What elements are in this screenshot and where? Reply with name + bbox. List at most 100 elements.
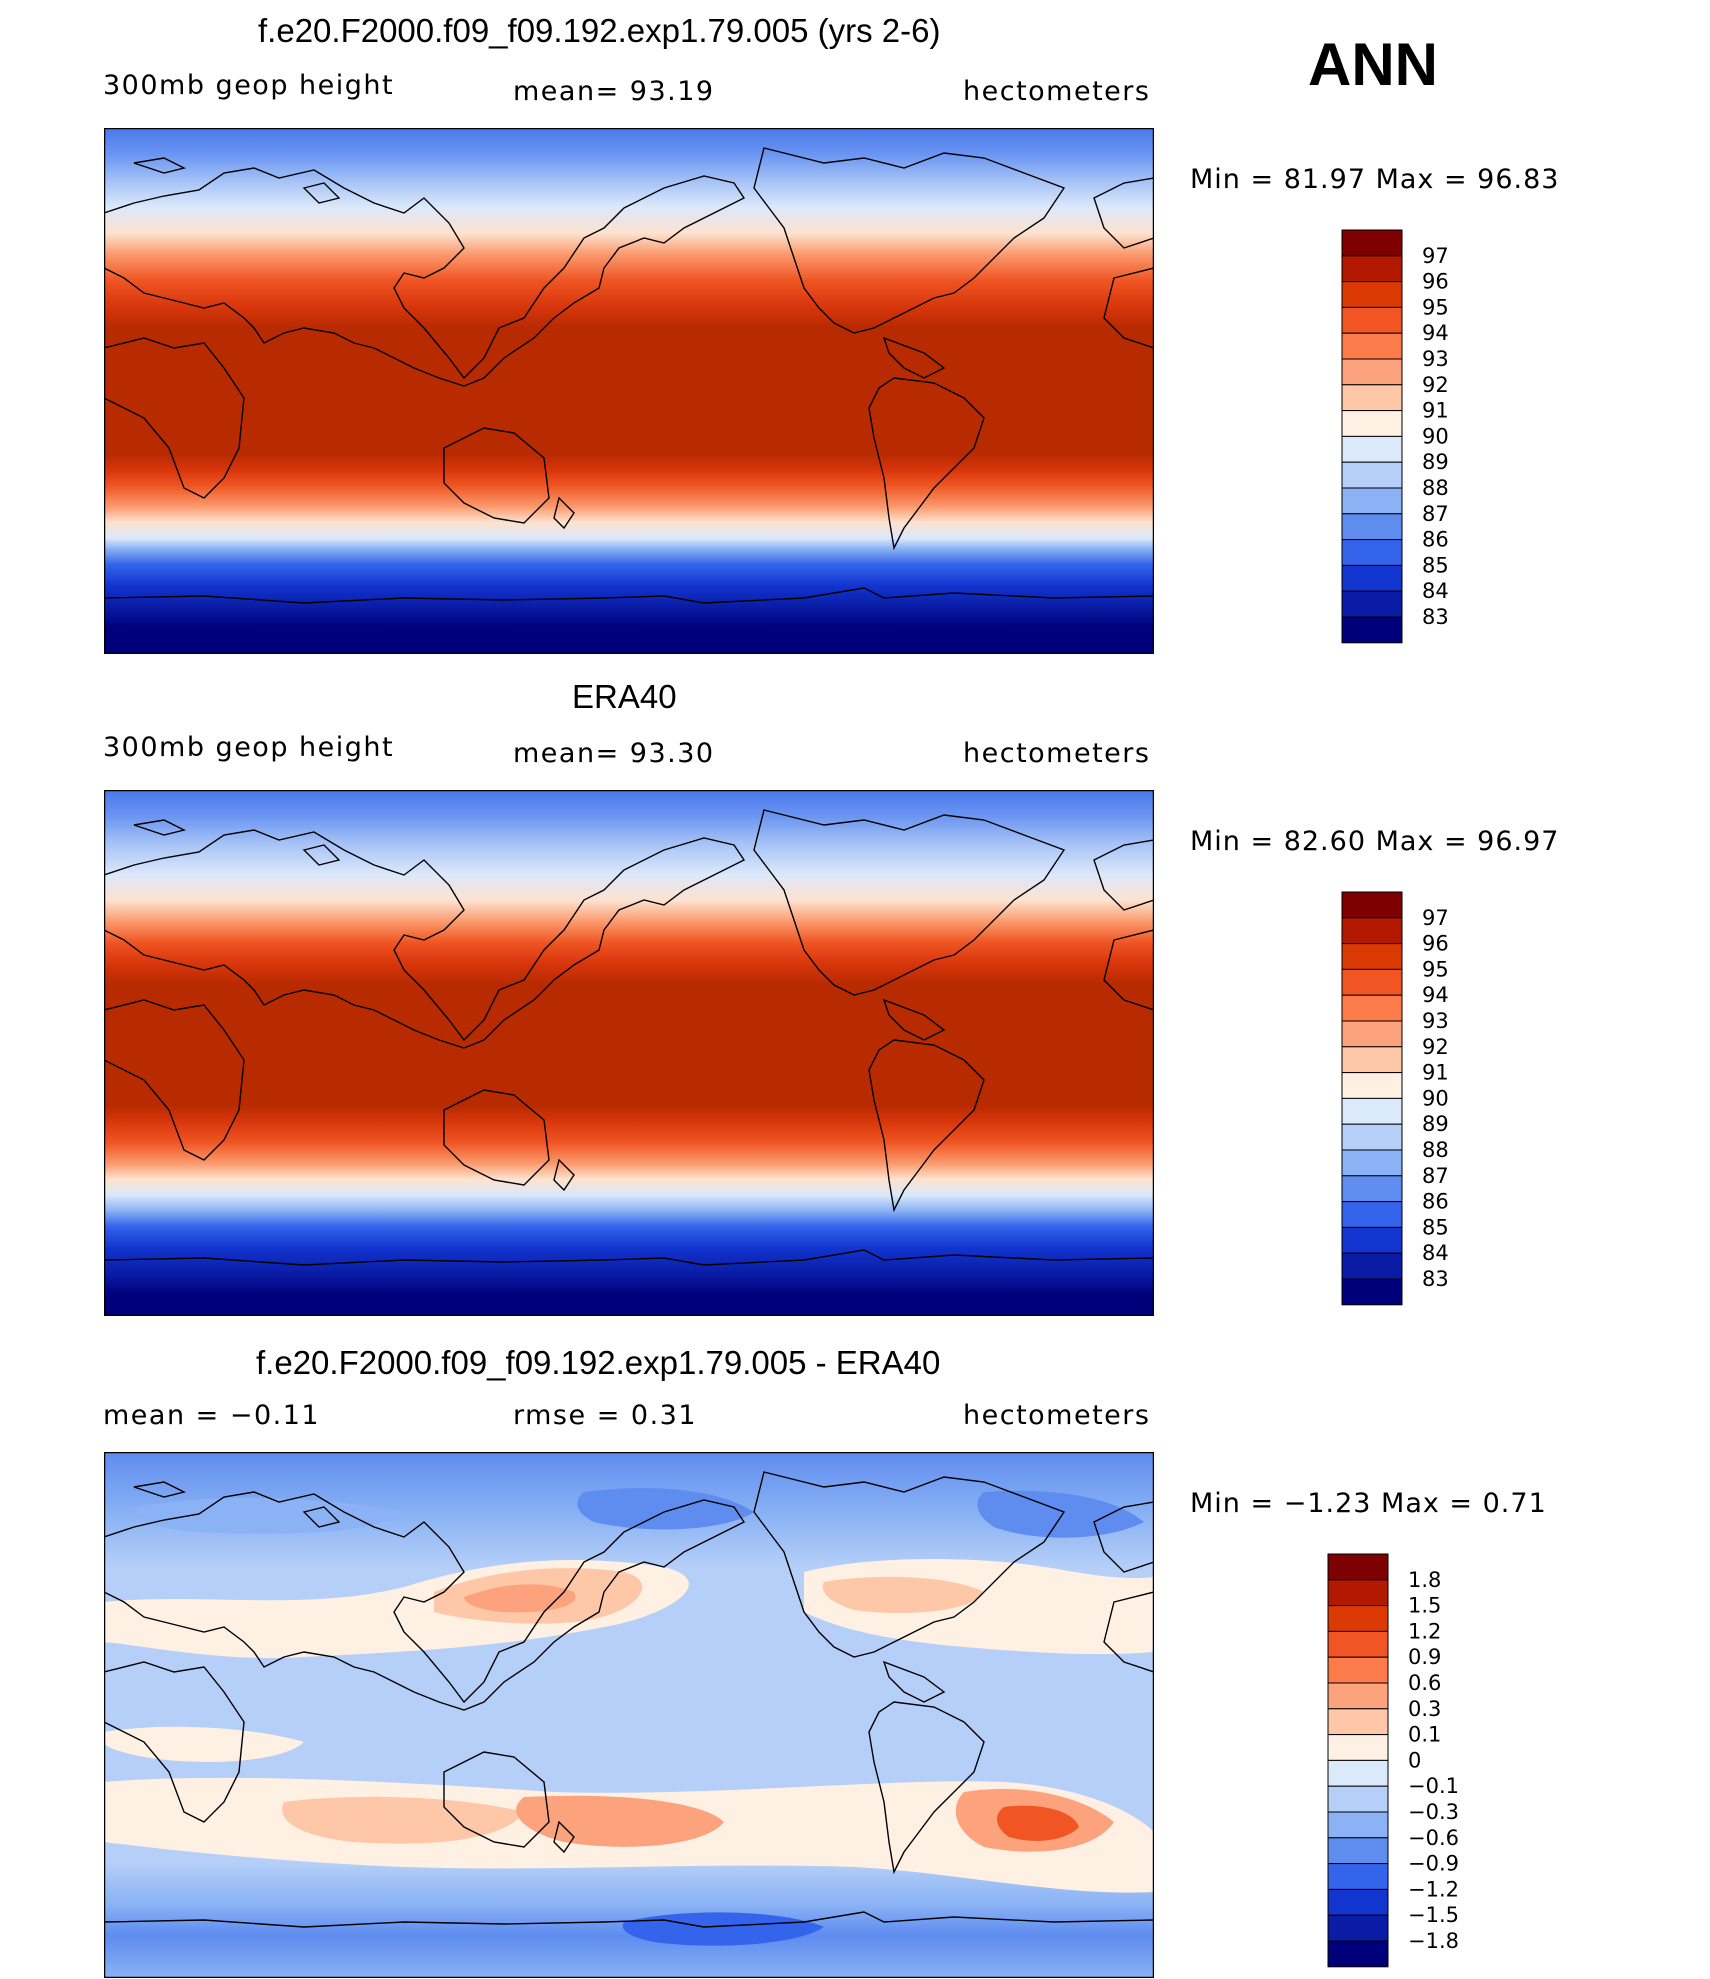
colorbar-swatch [1327, 1630, 1389, 1658]
colorbar-tick-label: 92 [1422, 373, 1449, 397]
panel-3-min-max: Min = −1.23 Max = 0.71 [1190, 1488, 1547, 1519]
colorbar-swatch [1341, 1097, 1403, 1125]
colorbar-swatch [1341, 917, 1403, 945]
panel-1-variable-label: 300mb geop height [103, 70, 395, 101]
colorbar-tick-label: 89 [1422, 450, 1449, 474]
colorbar-swatch [1341, 1201, 1403, 1228]
colorbar-tick-label: 94 [1422, 321, 1449, 345]
panel-3-colorbar-swatches [1327, 1553, 1389, 1968]
panel-2-colorbar-swatches [1341, 891, 1403, 1306]
colorbar-tick-label: 96 [1422, 270, 1449, 294]
colorbar-swatch [1327, 1837, 1389, 1865]
panel-1-colorbar-swatches [1341, 229, 1403, 644]
colorbar-tick-label: −0.3 [1408, 1800, 1459, 1824]
colorbar-tick-label: 86 [1422, 1190, 1449, 1214]
colorbar-tick-label: 84 [1422, 579, 1449, 603]
colorbar-tick-label: 94 [1422, 983, 1449, 1007]
panel-1-field [104, 128, 1154, 654]
colorbar-tick-label: 85 [1422, 553, 1449, 577]
colorbar-swatch [1327, 1579, 1389, 1607]
colorbar-swatch [1341, 384, 1403, 412]
colorbar-swatch [1341, 1175, 1403, 1203]
colorbar-swatch [1341, 1046, 1403, 1074]
colorbar-tick-label: 0.6 [1408, 1671, 1441, 1695]
colorbar-swatch [1327, 1914, 1389, 1942]
panel-2-field [104, 790, 1154, 1316]
panel-3-title: f.e20.F2000.f09_f09.192.exp1.79.005 - ER… [256, 1344, 941, 1381]
colorbar-swatch [1327, 1553, 1389, 1581]
panel-2-coastlines [104, 809, 1154, 1266]
colorbar-swatch [1341, 1278, 1403, 1306]
colorbar-swatch [1341, 1072, 1403, 1099]
colorbar-swatch [1327, 1811, 1389, 1839]
colorbar-tick-label: 97 [1422, 244, 1449, 268]
colorbar-swatch [1341, 539, 1403, 566]
panel-1-min-max: Min = 81.97 Max = 96.83 [1190, 164, 1560, 195]
colorbar-tick-label: 0.1 [1408, 1723, 1441, 1747]
colorbar-swatch [1341, 410, 1403, 437]
colorbar-tick-label: 96 [1422, 932, 1449, 956]
colorbar-swatch [1341, 332, 1403, 360]
panel-2-variable-label: 300mb geop height [103, 732, 395, 763]
panel-2-min-max: Min = 82.60 Max = 96.97 [1190, 826, 1560, 857]
colorbar-tick-label: −1.5 [1408, 1903, 1459, 1927]
colorbar-tick-label: 93 [1422, 1009, 1449, 1033]
colorbar-tick-label: 90 [1422, 1086, 1449, 1110]
panel-3-mean-label: mean = −0.11 [103, 1400, 321, 1431]
colorbar-tick-label: 0 [1408, 1748, 1421, 1772]
panel-3-anomaly-patches [104, 1488, 1154, 1946]
colorbar-swatch [1341, 616, 1403, 644]
panel-2-units-label: hectometers [963, 738, 1151, 769]
colorbar-tick-label: 83 [1422, 1267, 1449, 1291]
panel-3-colorbar: 1.81.51.20.90.60.30.10−0.1−0.3−0.6−0.9−1… [1327, 1553, 1459, 1968]
colorbar-tick-label: 97 [1422, 906, 1449, 930]
colorbar-swatch [1341, 306, 1403, 334]
panel-3-coastlines [104, 1471, 1154, 1928]
colorbar-swatch [1327, 1682, 1389, 1710]
colorbar-swatch [1341, 891, 1403, 919]
colorbar-swatch [1341, 229, 1403, 257]
colorbar-tick-label: −1.2 [1408, 1877, 1459, 1901]
colorbar-tick-label: 88 [1422, 476, 1449, 500]
colorbar-tick-label: −0.1 [1408, 1774, 1459, 1798]
colorbar-swatch [1341, 1252, 1403, 1280]
colorbar-tick-label: 1.2 [1408, 1619, 1441, 1643]
colorbar-swatch [1341, 590, 1403, 618]
colorbar-tick-label: 90 [1422, 424, 1449, 448]
colorbar-swatch [1327, 1734, 1389, 1761]
colorbar-swatch [1341, 461, 1403, 489]
colorbar-tick-label: 0.9 [1408, 1645, 1441, 1669]
colorbar-swatch [1341, 1226, 1403, 1254]
colorbar-swatch [1341, 943, 1403, 970]
colorbar-tick-label: 83 [1422, 605, 1449, 629]
panel-3-field [104, 1452, 1154, 1978]
colorbar-swatch [1327, 1759, 1389, 1787]
colorbar-swatch [1341, 1020, 1403, 1048]
panel-1-map [104, 128, 1154, 654]
panel-1-mean-label: mean= 93.19 [513, 76, 715, 107]
colorbar-tick-label: 88 [1422, 1138, 1449, 1162]
colorbar-tick-label: 87 [1422, 502, 1449, 526]
colorbar-tick-label: 91 [1422, 399, 1449, 423]
colorbar-swatch [1341, 513, 1403, 541]
colorbar-tick-label: 87 [1422, 1164, 1449, 1188]
colorbar-swatch [1327, 1863, 1389, 1890]
colorbar-swatch [1327, 1708, 1389, 1736]
colorbar-swatch [1327, 1785, 1389, 1813]
panel-3-map [104, 1452, 1154, 1978]
colorbar-tick-label: 85 [1422, 1215, 1449, 1239]
panel-3-rmse-label: rmse = 0.31 [513, 1400, 698, 1431]
colorbar-tick-label: 86 [1422, 528, 1449, 552]
season-label: ANN [1308, 31, 1438, 98]
colorbar-tick-label: 95 [1422, 957, 1449, 981]
colorbar-swatch [1341, 435, 1403, 463]
panel-1-coastlines [104, 147, 1154, 604]
colorbar-tick-label: 1.5 [1408, 1594, 1441, 1618]
colorbar-swatch [1327, 1888, 1389, 1916]
colorbar-swatch [1341, 1149, 1403, 1177]
colorbar-tick-label: 95 [1422, 295, 1449, 319]
colorbar-swatch [1341, 1123, 1403, 1151]
colorbar-tick-label: −0.9 [1408, 1852, 1459, 1876]
